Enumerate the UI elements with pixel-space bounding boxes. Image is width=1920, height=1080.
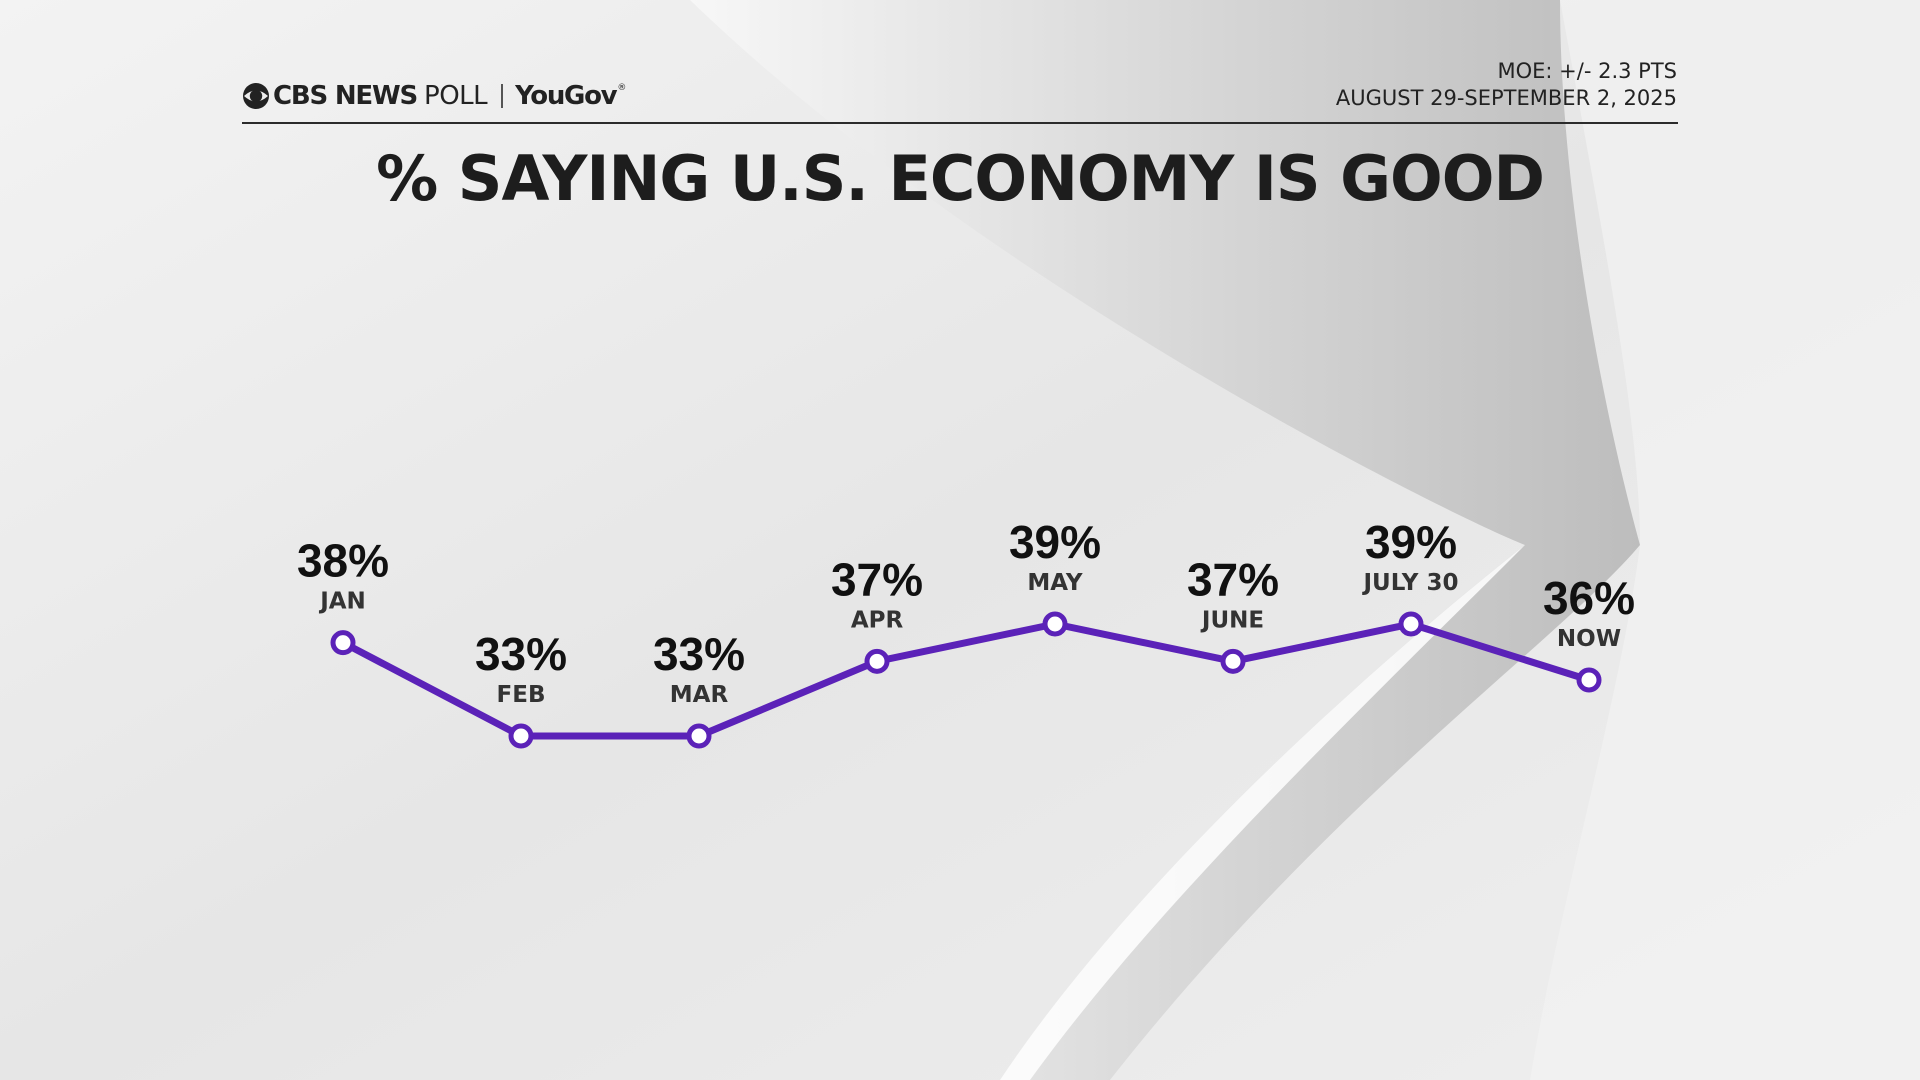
- category-label-7: JULY 30: [1362, 570, 1459, 596]
- category-label-6: JUNE: [1200, 607, 1264, 633]
- brand-divider: [501, 84, 504, 108]
- chart-title: % SAYING U.S. ECONOMY IS GOOD: [376, 142, 1545, 215]
- data-point-4: [864, 648, 890, 674]
- brand-logo: CBS NEWS POLL YouGov ®: [242, 76, 626, 116]
- value-label-5: 39%: [1009, 516, 1101, 568]
- data-point-1: [330, 630, 356, 656]
- value-label-3: 33%: [653, 628, 745, 680]
- field-dates: AUGUST 29-SEPTEMBER 2, 2025: [1335, 86, 1677, 110]
- partner-registered-mark: ®: [617, 83, 627, 93]
- data-point-2: [508, 723, 534, 749]
- category-label-2: FEB: [497, 682, 546, 708]
- data-point-3: [686, 723, 712, 749]
- header-divider: [242, 122, 1678, 124]
- partner-name: YouGov: [515, 81, 617, 111]
- category-label-8: NOW: [1557, 626, 1621, 652]
- value-label-1: 38%: [297, 535, 389, 587]
- data-point-8: [1576, 667, 1602, 693]
- brand-suffix: POLL: [424, 81, 488, 111]
- category-label-3: MAR: [670, 682, 729, 708]
- cbs-eye-icon: [243, 83, 269, 109]
- poll-meta: MOE: +/- 2.3 PTS AUGUST 29-SEPTEMBER 2, …: [1336, 58, 1677, 112]
- value-label-4: 37%: [831, 553, 923, 605]
- value-label-2: 33%: [475, 628, 567, 680]
- brand-name: CBS NEWS: [273, 81, 418, 111]
- value-label-8: 36%: [1543, 572, 1635, 624]
- data-point-5: [1042, 611, 1068, 637]
- category-label-1: JAN: [318, 589, 366, 615]
- data-point-7: [1398, 611, 1424, 637]
- category-label-5: MAY: [1027, 570, 1082, 596]
- series-line: [339, 620, 1593, 740]
- data-point-6: [1220, 648, 1246, 674]
- category-label-4: APR: [851, 607, 904, 633]
- margin-of-error: MOE: +/- 2.3 PTS: [1497, 59, 1677, 83]
- value-label-6: 37%: [1187, 553, 1279, 605]
- value-label-7: 39%: [1365, 516, 1457, 568]
